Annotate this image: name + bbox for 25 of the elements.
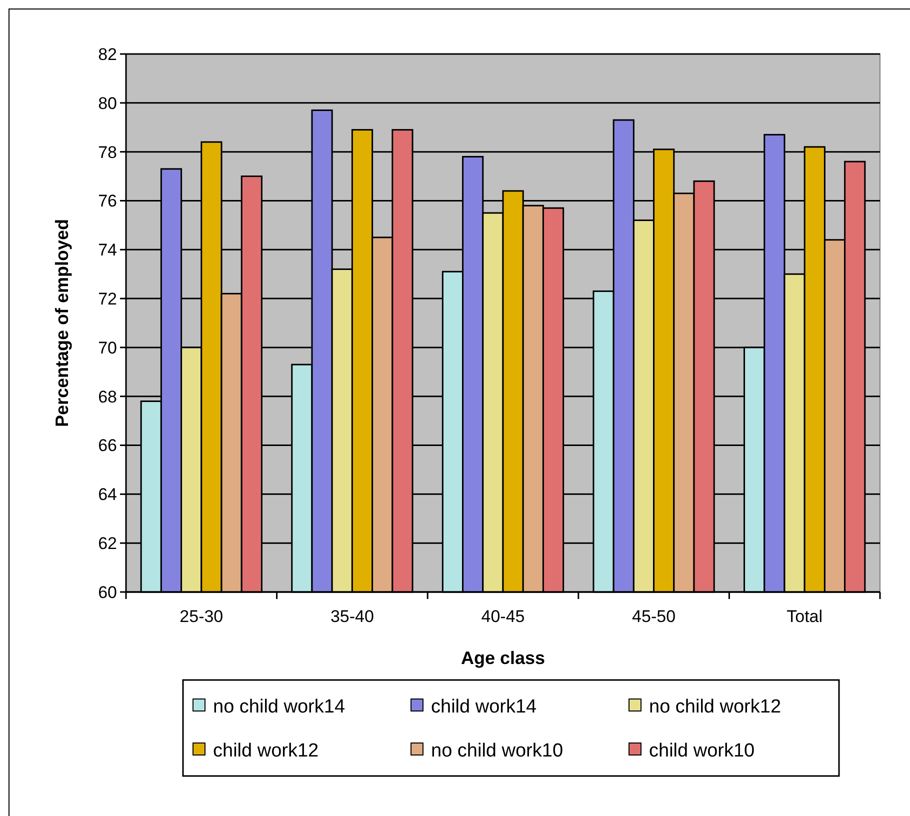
x-tick-label: 35-40 [330, 607, 374, 626]
y-tick-label: 62 [98, 534, 117, 554]
y-tick-label: 74 [98, 240, 117, 260]
y-tick-label: 78 [98, 142, 117, 162]
legend-label: child work14 [431, 696, 538, 718]
x-tick-label: 25-30 [180, 607, 224, 626]
legend-label: no child work12 [649, 696, 782, 718]
x-tick-label: Total [786, 607, 823, 626]
x-tick-label: 45-50 [632, 607, 676, 626]
y-tick-label: 82 [98, 44, 117, 64]
y-tick-label: 76 [98, 192, 117, 211]
legend-label: no child work10 [431, 740, 564, 762]
legend-label: child work10 [649, 740, 755, 762]
legend-label: no child work14 [213, 696, 346, 718]
y-tick-label: 66 [98, 436, 117, 456]
x-tick-label: 40-45 [481, 607, 525, 626]
y-tick-label: 60 [98, 582, 117, 602]
x-axis-title: Age class [460, 648, 546, 668]
y-tick-label: 68 [98, 387, 117, 406]
y-tick-label: 80 [98, 94, 117, 113]
y-tick-label: 64 [98, 485, 117, 504]
legend-label: child work12 [213, 740, 319, 762]
y-tick-label: 70 [98, 338, 117, 358]
y-tick-label: 72 [98, 289, 117, 308]
y-axis-title: Percentage of employed [52, 218, 72, 428]
